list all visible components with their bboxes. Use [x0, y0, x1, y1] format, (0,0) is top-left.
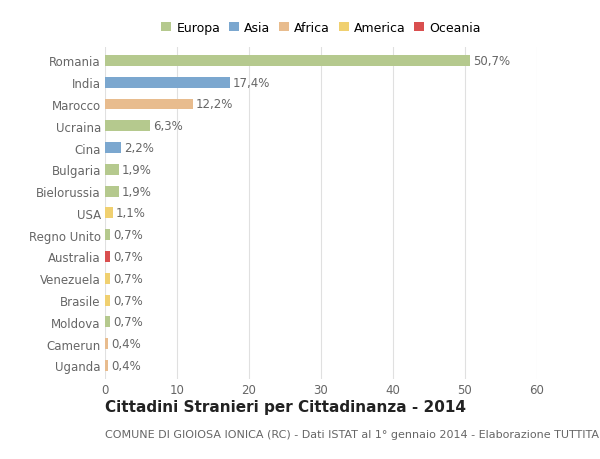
Bar: [105, 360, 108, 371]
Bar: [105, 252, 110, 263]
Text: 6,3%: 6,3%: [153, 120, 183, 133]
Text: 2,2%: 2,2%: [124, 142, 154, 155]
Bar: [105, 121, 151, 132]
Bar: [105, 295, 110, 306]
Bar: [105, 56, 470, 67]
Text: Cittadini Stranieri per Cittadinanza - 2014: Cittadini Stranieri per Cittadinanza - 2…: [105, 399, 466, 414]
Text: 0,7%: 0,7%: [113, 251, 143, 263]
Legend: Europa, Asia, Africa, America, Oceania: Europa, Asia, Africa, America, Oceania: [158, 18, 484, 39]
Bar: [105, 164, 119, 175]
Bar: [105, 208, 113, 219]
Bar: [105, 338, 108, 349]
Bar: [105, 78, 230, 89]
Bar: [105, 230, 110, 241]
Text: 12,2%: 12,2%: [196, 98, 233, 111]
Text: 0,4%: 0,4%: [111, 337, 140, 350]
Bar: [105, 186, 119, 197]
Text: 1,9%: 1,9%: [122, 185, 151, 198]
Text: 0,7%: 0,7%: [113, 316, 143, 329]
Text: 0,4%: 0,4%: [111, 359, 140, 372]
Bar: [105, 273, 110, 284]
Text: 1,1%: 1,1%: [116, 207, 146, 220]
Bar: [105, 143, 121, 154]
Text: 0,7%: 0,7%: [113, 229, 143, 241]
Bar: [105, 317, 110, 328]
Text: 50,7%: 50,7%: [473, 55, 510, 68]
Text: 17,4%: 17,4%: [233, 77, 271, 90]
Text: COMUNE DI GIOIOSA IONICA (RC) - Dati ISTAT al 1° gennaio 2014 - Elaborazione TUT: COMUNE DI GIOIOSA IONICA (RC) - Dati IST…: [105, 429, 600, 439]
Text: 0,7%: 0,7%: [113, 272, 143, 285]
Bar: [105, 99, 193, 110]
Text: 1,9%: 1,9%: [122, 163, 151, 176]
Text: 0,7%: 0,7%: [113, 294, 143, 307]
